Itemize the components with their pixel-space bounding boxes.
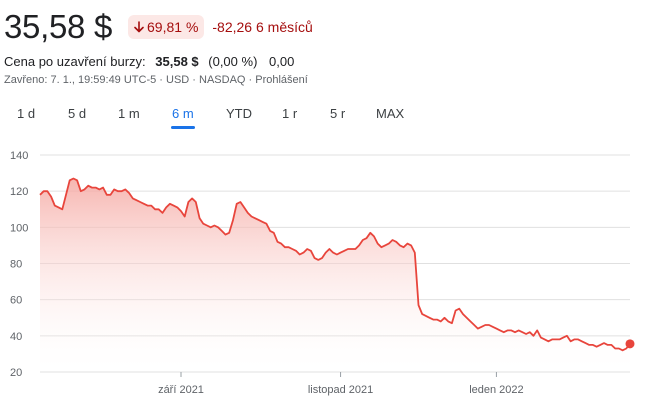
y-tick-label: 140 bbox=[10, 150, 28, 162]
tab-1r[interactable]: 1 r bbox=[282, 106, 298, 121]
y-tick-label: 100 bbox=[10, 222, 28, 234]
closed-info: Zavřeno: 7. 1., 19:59:49 UTC-5 · USD · N… bbox=[4, 74, 308, 86]
last-price-dot bbox=[625, 339, 635, 349]
after-hours-price: 35,58 $ bbox=[155, 54, 199, 69]
tab-5r[interactable]: 5 r bbox=[330, 106, 346, 121]
x-tick-label: září 2021 bbox=[158, 384, 204, 396]
y-tick-label: 60 bbox=[10, 295, 22, 307]
y-tick-label: 20 bbox=[10, 367, 22, 379]
tab-5d[interactable]: 5 d bbox=[68, 106, 87, 121]
change-percent-badge: 69,81 % bbox=[128, 15, 205, 39]
tab-1m[interactable]: 1 m bbox=[118, 106, 140, 121]
tab-max[interactable]: MAX bbox=[376, 106, 405, 121]
tab-1d[interactable]: 1 d bbox=[17, 106, 36, 121]
x-tick-label: leden 2022 bbox=[469, 384, 523, 396]
price-area bbox=[40, 178, 630, 372]
after-hours-percent: (0,00 %) bbox=[208, 54, 258, 69]
change-percent: 69,81 % bbox=[147, 19, 199, 35]
arrow-down-icon bbox=[134, 21, 144, 33]
change-absolute: -82,26 6 měsíců bbox=[212, 19, 312, 35]
x-tick-label: listopad 2021 bbox=[308, 384, 373, 396]
current-price: 35,58 $ bbox=[4, 8, 113, 45]
y-tick-label: 80 bbox=[10, 259, 22, 271]
change-period: 6 měsíců bbox=[255, 19, 313, 35]
change-absolute-value: -82,26 bbox=[212, 19, 253, 35]
y-tick-label: 40 bbox=[10, 331, 22, 343]
after-hours-label: Cena po uzavření burzy: bbox=[4, 54, 146, 69]
tab-6m[interactable]: 6 m bbox=[171, 106, 195, 129]
quote-header: 35,58 $ 69,81 % -82,26 6 měsíců bbox=[4, 8, 313, 46]
after-hours-row: Cena po uzavření burzy: 35,58 $ (0,00 %)… bbox=[4, 54, 294, 69]
after-hours-change: 0,00 bbox=[269, 54, 295, 69]
tab-ytd[interactable]: YTD bbox=[226, 106, 252, 121]
price-line bbox=[39, 177, 631, 352]
y-tick-label: 120 bbox=[10, 186, 28, 198]
